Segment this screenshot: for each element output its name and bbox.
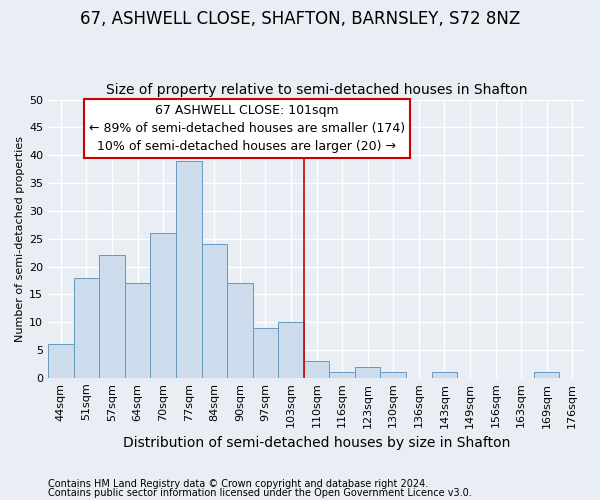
Bar bbox=[534, 372, 559, 378]
Bar bbox=[151, 233, 176, 378]
Bar bbox=[329, 372, 355, 378]
Bar bbox=[48, 344, 74, 378]
Bar bbox=[176, 161, 202, 378]
Text: Contains public sector information licensed under the Open Government Licence v3: Contains public sector information licen… bbox=[48, 488, 472, 498]
Bar bbox=[125, 283, 151, 378]
Bar bbox=[99, 256, 125, 378]
Bar bbox=[304, 361, 329, 378]
Text: 67 ASHWELL CLOSE: 101sqm
← 89% of semi-detached houses are smaller (174)
10% of : 67 ASHWELL CLOSE: 101sqm ← 89% of semi-d… bbox=[89, 104, 405, 152]
Bar bbox=[227, 283, 253, 378]
X-axis label: Distribution of semi-detached houses by size in Shafton: Distribution of semi-detached houses by … bbox=[123, 436, 510, 450]
Title: Size of property relative to semi-detached houses in Shafton: Size of property relative to semi-detach… bbox=[106, 83, 527, 97]
Bar bbox=[431, 372, 457, 378]
Text: Contains HM Land Registry data © Crown copyright and database right 2024.: Contains HM Land Registry data © Crown c… bbox=[48, 479, 428, 489]
Y-axis label: Number of semi-detached properties: Number of semi-detached properties bbox=[15, 136, 25, 342]
Bar bbox=[355, 366, 380, 378]
Text: 67, ASHWELL CLOSE, SHAFTON, BARNSLEY, S72 8NZ: 67, ASHWELL CLOSE, SHAFTON, BARNSLEY, S7… bbox=[80, 10, 520, 28]
Bar bbox=[253, 328, 278, 378]
Bar bbox=[202, 244, 227, 378]
Bar bbox=[380, 372, 406, 378]
Bar bbox=[278, 322, 304, 378]
Bar bbox=[74, 278, 99, 378]
